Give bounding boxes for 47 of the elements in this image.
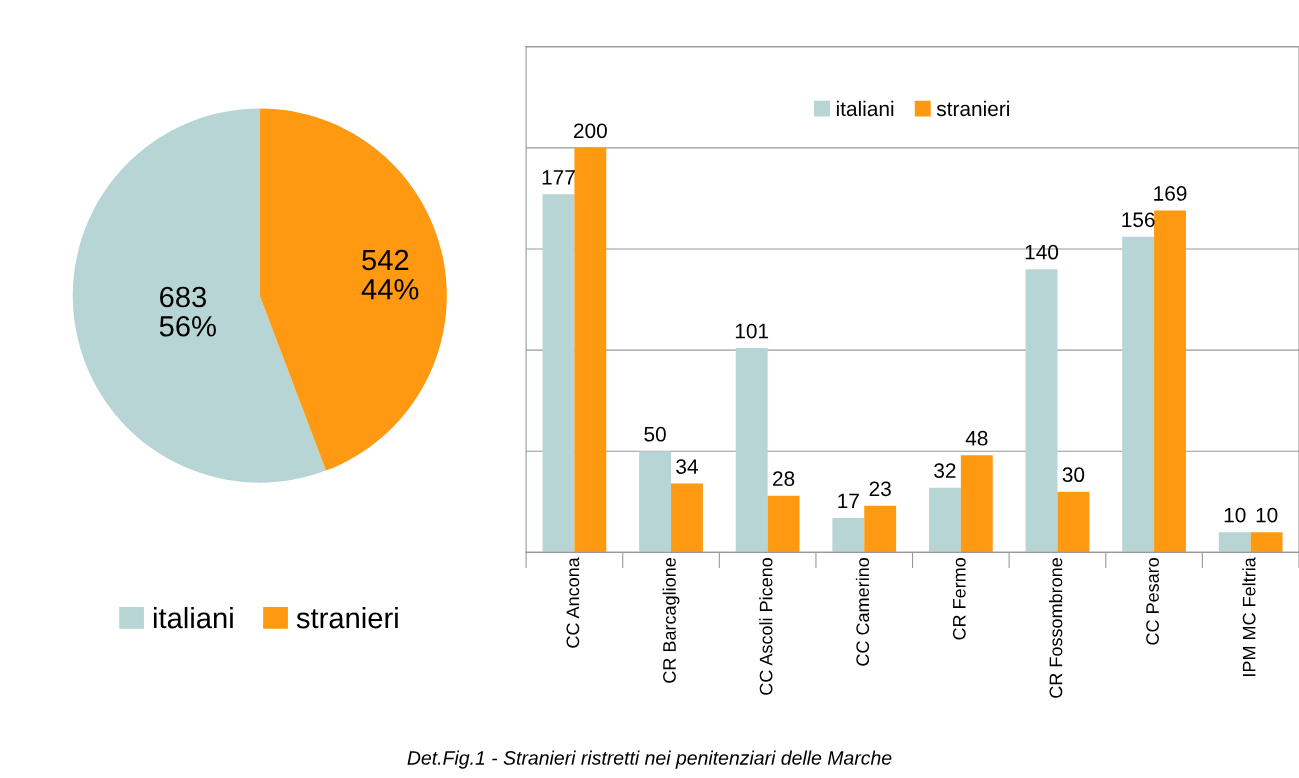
bar <box>1122 236 1155 553</box>
x-tick-label: CC Pesaro <box>1146 558 1159 645</box>
data-label: 10 <box>1256 507 1278 523</box>
legend-label: italiani <box>836 100 894 117</box>
legend-label: stranieri <box>296 606 398 629</box>
x-tick-label: IPM MC Feltria <box>1242 557 1256 676</box>
x-tick-label: CR Fossombrone <box>1049 558 1063 698</box>
data-label: 169 <box>1154 186 1187 201</box>
data-label: 10 <box>1224 507 1246 523</box>
bar <box>1025 269 1058 553</box>
bar <box>1218 532 1251 553</box>
bar <box>639 451 672 553</box>
data-label: 48 <box>965 430 988 446</box>
x-tick-label: CR Fermo <box>952 557 966 640</box>
x-tick-label: CR Barcaglione <box>662 558 680 683</box>
bar <box>671 483 703 553</box>
bar <box>574 147 607 553</box>
bar <box>832 517 865 553</box>
data-label: 32 <box>934 463 956 478</box>
data-label: 50 <box>644 426 666 442</box>
pie-slice <box>72 108 326 483</box>
bar <box>735 348 768 553</box>
x-tick-label: CC Ascoli Piceno <box>759 558 773 695</box>
x-tick-label: CC Camerino <box>855 557 870 666</box>
data-label: 542 44% <box>361 249 419 300</box>
data-label: 28 <box>773 471 795 487</box>
bar <box>1154 210 1186 553</box>
data-label: 17 <box>838 493 859 509</box>
bar <box>1250 532 1283 553</box>
text: Det.Fig.1 - Stranieri ristretti nei penitenziari delle Marche <box>407 750 892 769</box>
bar <box>864 505 897 553</box>
data-label: 101 <box>735 323 769 339</box>
bar <box>542 194 575 553</box>
legend-label: italiani <box>153 606 233 629</box>
data-label: 683 56% <box>159 286 216 337</box>
data-label: 34 <box>676 459 698 474</box>
bar <box>928 487 961 553</box>
bar <box>1057 491 1090 553</box>
pie-slice <box>259 108 447 471</box>
data-label: 200 <box>574 123 607 139</box>
data-label: 30 <box>1062 467 1085 483</box>
bar <box>767 495 800 553</box>
data-label: 140 <box>1025 244 1059 260</box>
bar <box>960 455 993 553</box>
x-tick-label: CC Ancona <box>566 557 580 648</box>
data-label: 23 <box>869 481 891 497</box>
legend-label: stranieri <box>936 100 1009 117</box>
